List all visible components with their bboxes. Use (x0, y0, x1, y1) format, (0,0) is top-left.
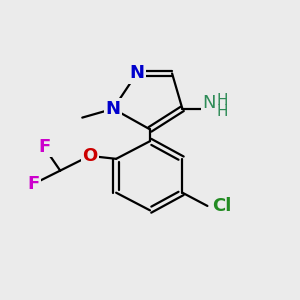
Text: N: N (106, 100, 121, 118)
Text: Cl: Cl (212, 197, 231, 215)
Text: N: N (202, 94, 216, 112)
Text: H: H (216, 93, 228, 108)
Text: H: H (216, 104, 228, 119)
Text: F: F (28, 175, 40, 193)
Text: N: N (129, 64, 144, 82)
Text: O: O (82, 147, 97, 165)
Text: F: F (38, 138, 50, 156)
